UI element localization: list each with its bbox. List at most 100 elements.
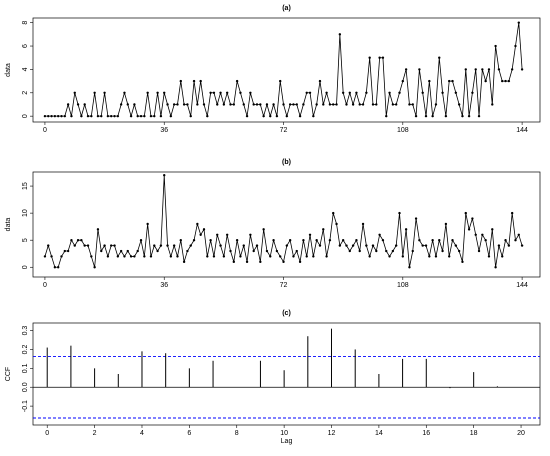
data-point	[156, 91, 159, 94]
data-point	[434, 255, 438, 258]
data-point	[90, 114, 93, 118]
data-point	[146, 222, 149, 226]
data-point	[448, 255, 451, 258]
x-tick-label: 36	[160, 127, 168, 134]
x-tick-label: 0	[45, 430, 49, 437]
data-point	[275, 114, 279, 118]
data-point	[196, 103, 199, 106]
data-point	[265, 103, 269, 106]
data-point	[212, 91, 216, 94]
data-point	[60, 114, 63, 118]
data-point	[70, 238, 73, 242]
data-point	[464, 211, 467, 215]
data-point	[56, 114, 60, 118]
data-point	[90, 255, 93, 258]
data-point	[216, 233, 219, 236]
data-point	[464, 68, 467, 71]
data-point	[451, 79, 454, 83]
data-point	[514, 44, 517, 48]
data-point	[461, 114, 464, 118]
data-point	[269, 114, 272, 118]
data-point	[322, 103, 325, 106]
data-point	[83, 103, 86, 106]
y-axis-label: data	[5, 218, 12, 232]
data-point	[474, 233, 477, 236]
data-point	[358, 249, 361, 253]
data-point	[391, 103, 395, 106]
data-point	[444, 114, 448, 118]
data-point	[381, 238, 385, 242]
data-line	[44, 175, 523, 268]
data-point	[305, 255, 308, 258]
data-point	[156, 249, 159, 253]
data-point	[332, 211, 335, 215]
x-tick-label: 36	[160, 282, 168, 289]
data-point	[176, 103, 179, 106]
data-point	[398, 211, 401, 215]
y-tick-label: 0.2	[22, 344, 29, 354]
data-point	[351, 244, 355, 247]
data-point	[249, 91, 252, 94]
data-point	[292, 255, 295, 258]
panel-title: (c)	[282, 310, 291, 317]
data-point	[355, 238, 358, 242]
data-point	[279, 79, 282, 83]
data-point	[477, 249, 481, 253]
data-point	[520, 244, 524, 247]
data-point	[66, 103, 70, 106]
data-point	[378, 233, 381, 236]
x-tick-label: 108	[397, 127, 409, 134]
data-point	[169, 255, 173, 258]
data-point	[441, 249, 444, 253]
x-tick-label: 14	[375, 430, 383, 437]
data-point	[335, 103, 338, 106]
data-point	[259, 103, 262, 106]
data-point	[76, 238, 80, 242]
data-point	[348, 249, 351, 253]
data-point	[47, 114, 50, 118]
data-point	[497, 68, 501, 71]
data-point	[438, 238, 441, 242]
data-point	[245, 114, 249, 118]
data-point	[451, 238, 454, 242]
data-point	[53, 114, 57, 118]
data-point	[212, 255, 216, 258]
data-point	[338, 33, 342, 36]
y-tick-label: 0.1	[22, 363, 29, 373]
data-point	[381, 56, 385, 59]
data-point	[338, 244, 342, 247]
data-point	[391, 249, 395, 253]
data-point	[179, 238, 182, 242]
data-point	[414, 217, 418, 220]
x-tick-label: 0	[43, 127, 47, 134]
data-point	[322, 228, 325, 231]
data-point	[394, 244, 398, 247]
data-point	[192, 238, 196, 242]
data-point	[255, 103, 259, 106]
data-point	[149, 114, 153, 118]
data-point	[103, 244, 106, 247]
data-point	[166, 244, 169, 247]
data-point	[411, 103, 414, 106]
data-point	[454, 91, 458, 94]
data-point	[133, 103, 136, 106]
data-point	[302, 103, 305, 106]
data-point	[76, 103, 80, 106]
data-point	[235, 79, 239, 83]
data-point	[408, 266, 411, 269]
data-point	[206, 255, 209, 258]
data-point	[83, 244, 86, 247]
data-point	[328, 238, 332, 242]
data-point	[298, 260, 302, 264]
data-point	[295, 249, 298, 253]
data-point	[222, 103, 226, 106]
plot-frame	[32, 322, 541, 426]
data-point	[477, 114, 481, 118]
data-point	[239, 255, 242, 258]
data-point	[129, 114, 133, 118]
y-tick-label: 0	[22, 265, 29, 269]
data-point	[279, 255, 282, 258]
data-point	[50, 114, 53, 118]
data-point	[252, 103, 255, 106]
y-tick-label: 4	[22, 67, 29, 71]
